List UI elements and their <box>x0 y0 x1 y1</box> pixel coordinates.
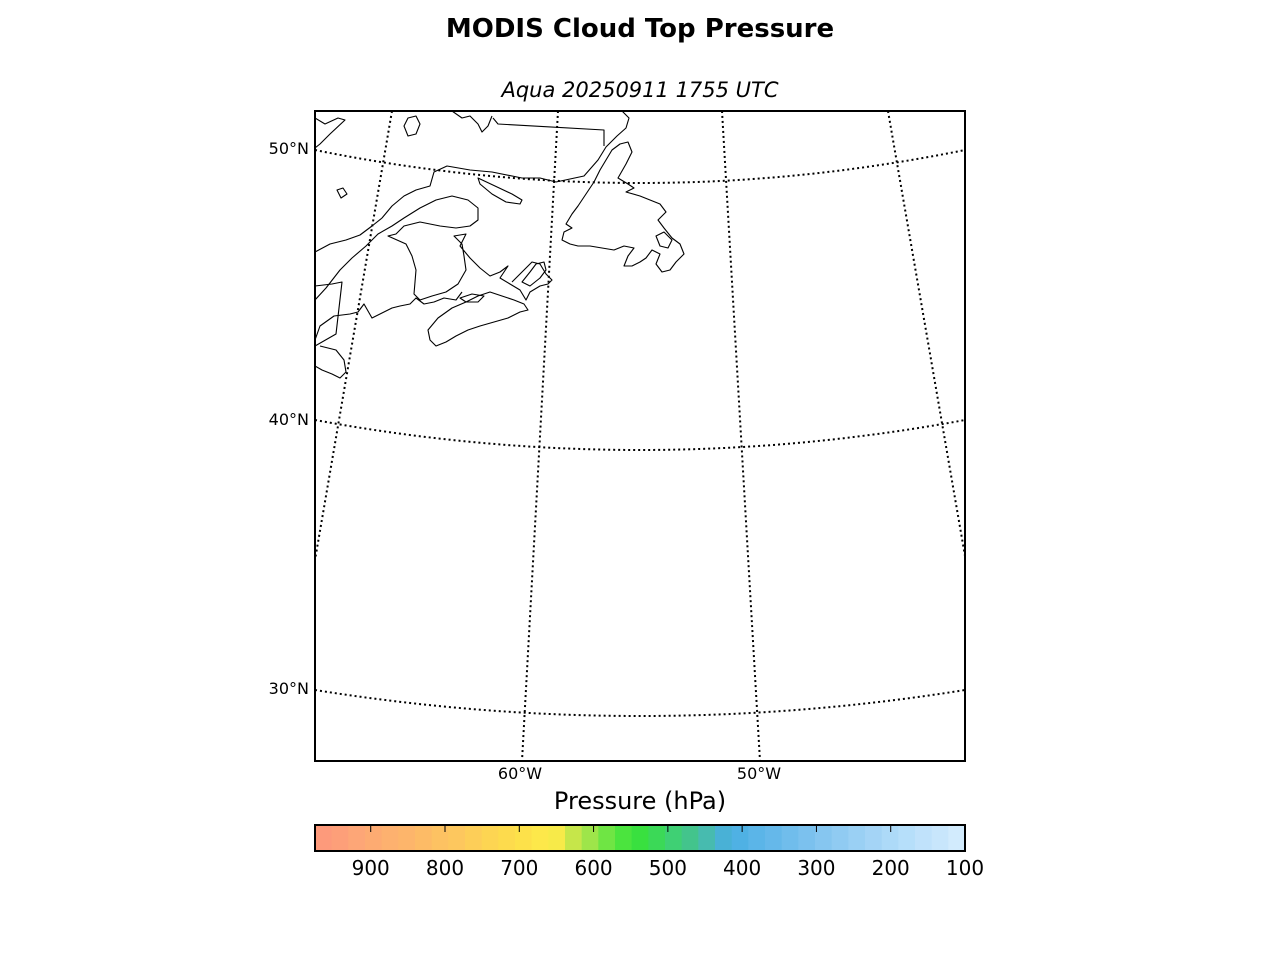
coastline-nova-scotia <box>427 291 529 347</box>
colorbar-tick-label: 300 <box>797 856 836 880</box>
coastline-gaspe <box>315 195 553 301</box>
lon-label-60w: 60°W <box>497 764 543 783</box>
figure-subtitle: Aqua 20250911 1755 UTC <box>501 78 779 102</box>
colorbar-label: Pressure (hPa) <box>553 787 727 815</box>
colorbar-swatch <box>648 825 666 851</box>
coastline-labrador-north <box>451 111 493 133</box>
colorbar-swatch <box>615 825 633 851</box>
colorbar-tick-label: 500 <box>648 856 687 880</box>
colorbar-swatch <box>748 825 766 851</box>
colorbar-tick-label: 600 <box>574 856 613 880</box>
colorbar-swatch <box>681 825 699 851</box>
colorbar-swatch <box>415 825 433 851</box>
colorbar-swatch <box>815 825 833 851</box>
colorbar-swatch <box>465 825 483 851</box>
meridian-50w <box>721 111 761 761</box>
colorbar-swatch <box>598 825 616 851</box>
colorbar-swatch <box>948 825 966 851</box>
colorbar-swatch <box>515 825 533 851</box>
colorbar-swatch <box>331 825 349 851</box>
colorbar-frame <box>314 824 966 852</box>
colorbar-swatch <box>898 825 916 851</box>
colorbar-swatch <box>315 825 333 851</box>
parallel-50n <box>315 149 965 184</box>
colorbar-swatch <box>448 825 466 851</box>
colorbar-swatch <box>365 825 383 851</box>
colorbar-swatch <box>698 825 716 851</box>
coastline-inland-lake <box>403 115 421 137</box>
colorbar-swatch <box>831 825 849 851</box>
colorbar-tick-label: 700 <box>500 856 539 880</box>
colorbar-swatch <box>481 825 499 851</box>
coastline-newfoundland-avalon <box>655 231 673 249</box>
meridian-45w <box>887 111 965 557</box>
meridian-60w <box>521 111 559 761</box>
colorbar-swatch <box>581 825 599 851</box>
coastlines <box>315 111 685 379</box>
colorbar-swatch <box>765 825 783 851</box>
colorbar-swatch <box>565 825 583 851</box>
lat-label-40n: 40°N <box>268 410 309 429</box>
coastline-small-island <box>336 187 348 199</box>
colorbar-tick-label: 800 <box>425 856 465 880</box>
colorbar-swatch <box>931 825 949 851</box>
coastline-cape-breton <box>521 261 547 287</box>
colorbar-swatch <box>731 825 749 851</box>
colorbar-swatch <box>881 825 899 851</box>
map-frame <box>314 110 966 762</box>
parallel-30n <box>315 689 965 717</box>
colorbar-swatch <box>348 825 366 851</box>
coastline-quebec-nw <box>315 117 346 149</box>
colorbar-tick-label: 200 <box>871 856 910 880</box>
colorbar-swatch <box>848 825 866 851</box>
lat-label-50n: 50°N <box>268 139 309 158</box>
colorbar-swatch <box>715 825 733 851</box>
coastline-maine <box>315 345 347 379</box>
colorbar-swatch <box>631 825 649 851</box>
colorbar-swatch <box>531 825 549 851</box>
colorbar-swatch <box>781 825 799 851</box>
lat-label-30n: 30°N <box>268 679 309 698</box>
map-content <box>315 111 965 761</box>
colorbar-swatch <box>915 825 933 851</box>
colorbar-swatch <box>498 825 516 851</box>
border-us-canada <box>315 281 343 347</box>
labrador-border <box>492 117 605 146</box>
colorbar-swatch <box>431 825 449 851</box>
colorbar-tick-label: 900 <box>351 856 390 880</box>
coastline-anticosti <box>477 177 523 205</box>
colorbar-swatch <box>665 825 683 851</box>
colorbar-swatches <box>315 825 966 851</box>
colorbar-tick-label: 100 <box>945 856 985 880</box>
colorbar-swatch <box>865 825 883 851</box>
meridian-65w <box>315 111 393 561</box>
lon-label-50w: 50°W <box>736 764 782 783</box>
colorbar-swatch <box>798 825 816 851</box>
coastline-north-shore <box>315 111 630 253</box>
figure-title: MODIS Cloud Top Pressure <box>445 14 835 44</box>
colorbar-swatch <box>381 825 399 851</box>
colorbar-swatch <box>548 825 566 851</box>
coastline-newfoundland <box>561 141 685 273</box>
graticule <box>315 111 965 761</box>
parallel-40n <box>315 419 965 451</box>
coastline-new-brunswick <box>315 291 463 341</box>
colorbar-swatch <box>398 825 416 851</box>
coastline-pei <box>459 293 485 303</box>
colorbar-tick-label: 400 <box>723 856 762 880</box>
